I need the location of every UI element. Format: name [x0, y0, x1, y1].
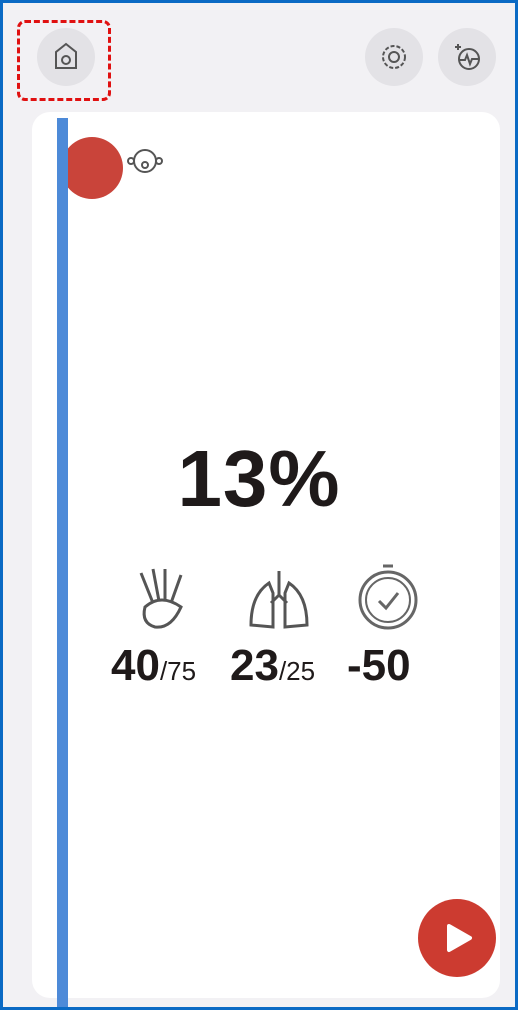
focus-highlight — [17, 20, 111, 101]
timer: -50 — [347, 641, 411, 691]
play-icon — [447, 924, 472, 952]
compressions: 40/75 — [111, 641, 196, 691]
stat-target: /25 — [278, 656, 316, 686]
stat-value: 40 — [111, 641, 160, 690]
play-button[interactable] — [418, 899, 496, 977]
home-button[interactable] — [37, 28, 95, 86]
hands-icon — [139, 568, 183, 629]
status-dot — [61, 137, 123, 199]
stat-target: /75 — [159, 656, 197, 686]
timeline-bar — [57, 118, 68, 1007]
add-monitor-button[interactable] — [438, 28, 496, 86]
settings-icon — [382, 45, 406, 69]
baby-icon — [127, 149, 163, 173]
stat-value: -50 — [347, 641, 411, 690]
lungs-icon — [249, 571, 309, 629]
home-icon — [55, 42, 77, 69]
settings-button[interactable] — [365, 28, 423, 86]
percent: 13% — [177, 434, 341, 523]
stat-value: 23 — [230, 641, 279, 690]
breaths: 23/25 — [230, 641, 315, 691]
monitor-icon — [455, 44, 480, 70]
timer-icon — [358, 564, 418, 630]
card — [32, 112, 500, 998]
